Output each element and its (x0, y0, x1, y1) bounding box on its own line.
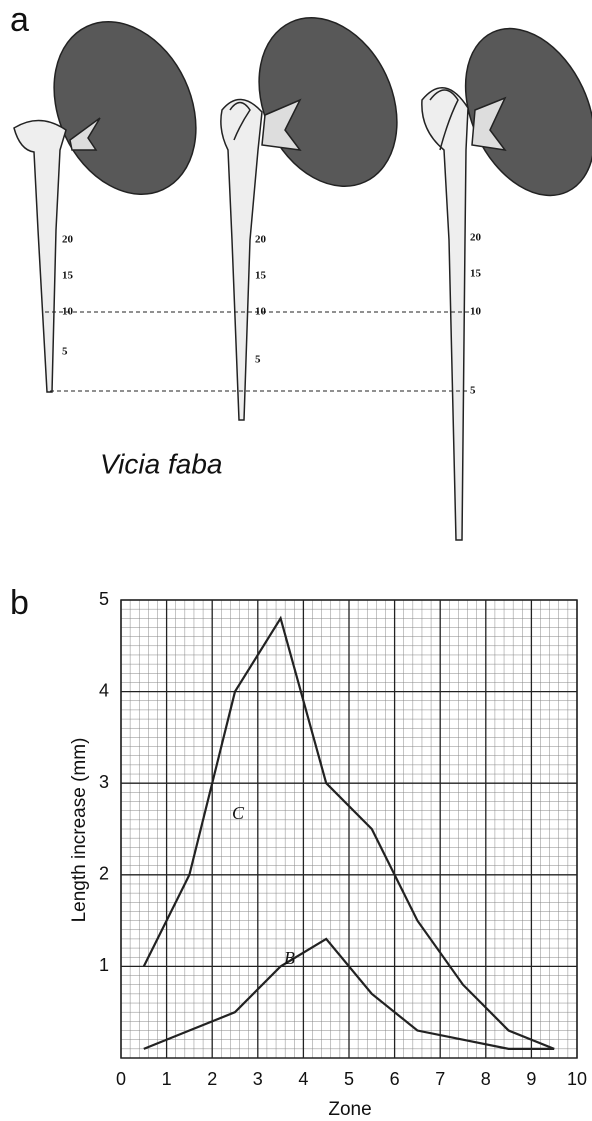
scale-label: 10 (470, 306, 482, 318)
series-label: C (232, 803, 245, 823)
scale-label: 20 (62, 234, 74, 246)
x-tick-label: 10 (567, 1069, 587, 1089)
x-tick-label: 6 (390, 1069, 400, 1089)
x-tick-label: 4 (298, 1069, 308, 1089)
panel-label: a (10, 1, 29, 39)
panel-label: b (10, 584, 29, 622)
x-tick-label: 0 (116, 1069, 126, 1089)
figure: a Vicia faba b Zone Length increase (mm)… (0, 0, 592, 1121)
x-tick-label: 9 (526, 1069, 536, 1089)
x-tick-label: 2 (207, 1069, 217, 1089)
scale-label: 10 (255, 306, 267, 318)
x-tick-label: 7 (435, 1069, 445, 1089)
scale-label: 5 (470, 385, 476, 397)
scale-label: 15 (470, 268, 482, 280)
y-tick-label: 2 (99, 864, 109, 884)
series-label: B (284, 948, 295, 968)
y-tick-label: 1 (99, 955, 109, 975)
x-tick-label: 5 (344, 1069, 354, 1089)
scale-label: 5 (255, 354, 261, 366)
x-tick-label: 1 (162, 1069, 172, 1089)
y-tick-label: 3 (99, 772, 109, 792)
x-tick-label: 3 (253, 1069, 263, 1089)
scale-label: 20 (470, 232, 482, 244)
scale-label: 15 (62, 270, 74, 282)
page: {"figure_a": {"label": "a", "species": "… (0, 0, 592, 1121)
scale-label: 10 (62, 306, 74, 318)
y-axis-title: Length increase (mm) (69, 738, 90, 923)
y-tick-label: 4 (99, 680, 109, 700)
y-tick-label: 5 (99, 589, 109, 609)
scale-label: 5 (62, 346, 68, 358)
species-label: Vicia faba (100, 448, 222, 479)
x-axis-title: Zone (328, 1099, 371, 1120)
scale-label: 20 (255, 234, 267, 246)
x-tick-label: 8 (481, 1069, 491, 1089)
scale-label: 15 (255, 270, 267, 282)
